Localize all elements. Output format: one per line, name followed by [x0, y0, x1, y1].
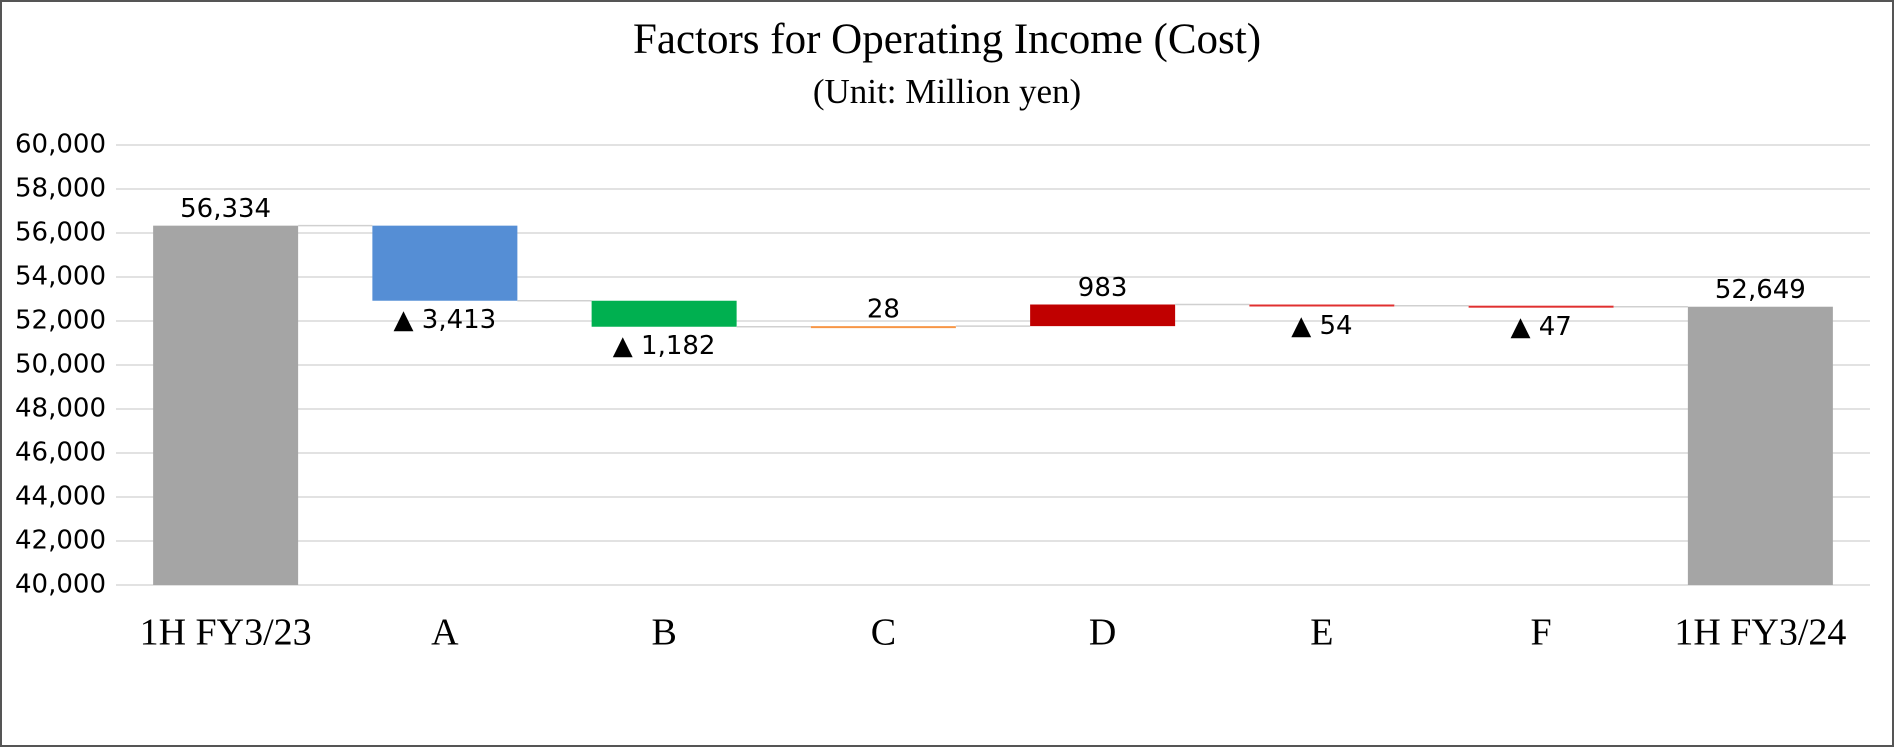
data-label: 56,334: [180, 194, 271, 224]
y-tick-label: 44,000: [15, 482, 106, 512]
y-tick-label: 58,000: [15, 174, 106, 204]
x-tick-label: E: [1310, 612, 1333, 654]
y-tick-label: 54,000: [15, 262, 106, 292]
bar: [153, 225, 299, 586]
y-tick-label: 40,000: [15, 570, 106, 600]
data-label: 52,649: [1715, 275, 1806, 305]
bar: [1249, 304, 1395, 307]
bar: [1468, 305, 1614, 308]
bar: [591, 300, 737, 327]
data-label: ▲ 3,413: [394, 305, 497, 335]
y-tick-label: 56,000: [15, 218, 106, 248]
x-tick-label: C: [871, 612, 896, 654]
data-label: 28: [867, 295, 900, 325]
y-tick-label: 42,000: [15, 526, 106, 556]
data-label: 983: [1078, 273, 1128, 303]
data-label: ▲ 54: [1291, 311, 1352, 341]
x-tick-label: 1H FY3/23: [140, 612, 312, 654]
y-tick-label: 60,000: [15, 130, 106, 160]
x-tick-label: F: [1531, 612, 1552, 654]
data-label: ▲ 47: [1510, 312, 1571, 342]
x-tick-label: D: [1089, 612, 1116, 654]
y-tick-label: 48,000: [15, 394, 106, 424]
bar: [1687, 306, 1833, 585]
x-tick-label: A: [431, 612, 459, 654]
data-label: ▲ 1,182: [613, 331, 716, 361]
chart-title: Factors for Operating Income (Cost): [633, 16, 1261, 63]
chart-subtitle: (Unit: Million yen): [813, 72, 1081, 111]
bar: [372, 225, 518, 301]
bar: [1030, 304, 1176, 327]
bar: [810, 326, 956, 329]
x-tick-label: B: [651, 612, 676, 654]
y-tick-label: 46,000: [15, 438, 106, 468]
x-tick-label: 1H FY3/24: [1674, 612, 1846, 654]
y-tick-label: 50,000: [15, 350, 106, 380]
y-tick-label: 52,000: [15, 306, 106, 336]
